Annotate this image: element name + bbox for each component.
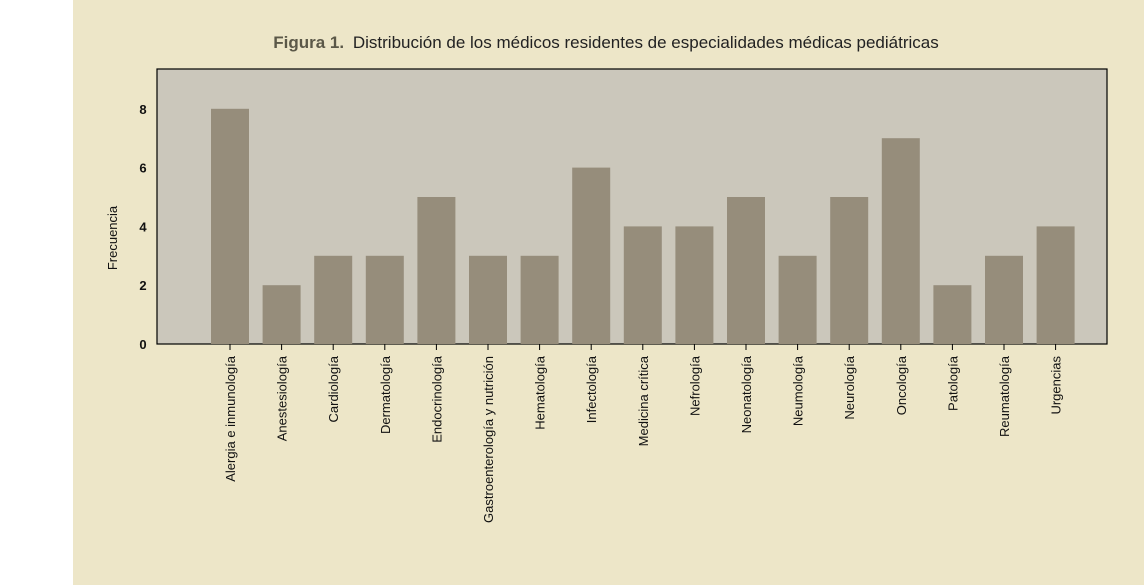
bar	[933, 285, 972, 344]
bar	[417, 197, 456, 344]
y-tick-label: 6	[139, 161, 146, 176]
x-tick-label: Endocrinología	[429, 355, 444, 442]
x-tick-label: Alergia e inmunología	[223, 355, 238, 482]
x-tick-label: Neurología	[842, 355, 857, 419]
bar	[520, 255, 559, 344]
x-tick-label: Medicina crítica	[636, 355, 651, 446]
bar	[778, 255, 817, 344]
bar	[365, 255, 404, 344]
x-tick-label: Oncología	[894, 355, 909, 415]
x-tick-label: Neonatología	[739, 355, 754, 433]
bar	[314, 255, 353, 344]
title-text: Distribución de los médicos residentes d…	[353, 33, 939, 52]
bar	[985, 255, 1023, 344]
x-tick-label: Nefrología	[687, 355, 702, 416]
bar	[469, 255, 507, 344]
bar	[572, 167, 611, 344]
chart-title: Figura 1. Distribución de los médicos re…	[273, 33, 938, 52]
bar	[623, 226, 662, 344]
x-tick-label: Dermatología	[378, 355, 393, 434]
y-tick-label: 4	[139, 219, 147, 234]
x-tick-label: Infectología	[584, 355, 599, 423]
y-tick-label: 2	[139, 278, 146, 293]
bar	[211, 108, 249, 344]
bar	[675, 226, 714, 344]
y-axis-label: Frecuencia	[105, 205, 120, 270]
bar	[1036, 226, 1075, 344]
x-tick-label: Cardiología	[326, 355, 341, 422]
bar	[727, 197, 765, 344]
x-tick-label: Neumología	[791, 355, 806, 426]
bar	[262, 285, 301, 344]
x-tick-label: Gastroenterología y nutrición	[481, 356, 496, 523]
y-tick-label: 0	[139, 337, 146, 352]
x-tick-label: Urgencias	[1049, 356, 1064, 415]
bar	[881, 138, 920, 344]
y-tick-label: 8	[139, 102, 146, 117]
title-prefix: Figura 1.	[273, 33, 344, 52]
x-tick-label: Reumatología	[997, 355, 1012, 437]
x-tick-label: Anestesiología	[275, 355, 290, 441]
bar	[830, 197, 869, 344]
x-tick-label: Patología	[945, 355, 960, 411]
x-tick-label: Hematología	[533, 355, 548, 429]
